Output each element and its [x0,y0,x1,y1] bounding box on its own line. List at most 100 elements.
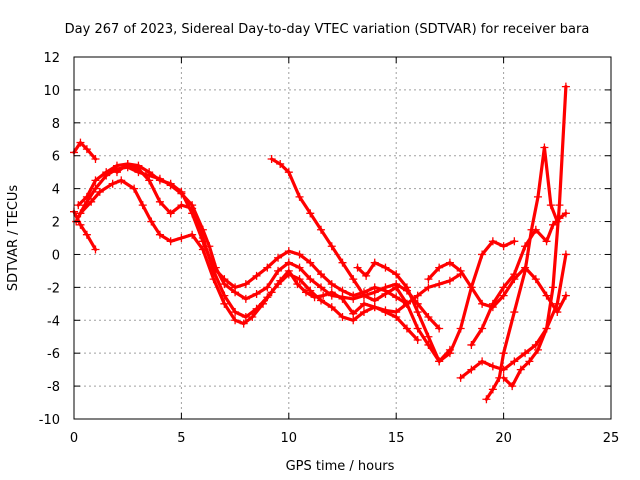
data-point [82,145,91,154]
data-point [276,276,285,285]
data-point [76,220,85,229]
data-point [510,237,519,246]
data-point [353,263,362,272]
x-tick-label: 0 [70,431,78,446]
data-point [327,288,336,297]
data-point [478,299,487,308]
data-point [338,294,347,303]
data-point [370,258,379,267]
data-point [402,283,411,292]
data-point [76,209,85,218]
data-point [338,286,347,295]
data-point [445,349,454,358]
data-point [293,280,302,289]
y-tick-label: -8 [47,380,60,395]
y-tick-label: -2 [47,281,60,296]
data-point [533,345,542,354]
series-arc-10 [456,250,570,382]
data-point [561,209,570,218]
data-point [542,291,551,300]
series-arc-12 [467,209,570,349]
data-point [338,312,347,321]
data-point [317,283,326,292]
data-point [263,283,272,292]
data-point [488,385,497,394]
data-point [478,357,487,366]
data-point [435,324,444,333]
y-tick-label: 0 [52,248,60,263]
x-tick-label: 10 [281,431,298,446]
data-point [267,288,276,297]
data-point [435,280,444,289]
data-point [516,365,525,374]
series-line [426,261,568,314]
data-point [542,324,551,333]
data-point [561,291,570,300]
data-point [467,365,476,374]
data-point [508,382,517,391]
data-point [274,266,283,275]
y-tick-label: 6 [52,150,60,165]
data-point [510,270,519,279]
data-point [317,296,326,305]
y-tick-label: 10 [43,84,60,99]
data-point [413,291,422,300]
data-point [295,275,304,284]
data-point [424,283,433,292]
data-point [392,293,401,302]
data-point [525,357,534,366]
data-point [267,155,276,164]
data-point [381,263,390,272]
data-point [478,250,487,259]
plot-frame [73,56,612,420]
data-point [424,312,433,321]
data-point [306,275,315,284]
data-point [76,138,85,147]
data-point [456,266,465,275]
data-point [276,159,285,168]
data-point [188,230,197,239]
data-point [91,155,100,164]
data-point [370,296,379,305]
series-arc-6 [112,159,411,308]
data-point [499,291,508,300]
y-axis-label: SDTVAR / TECUs [6,185,21,292]
data-point [349,291,358,300]
data-point [155,197,164,206]
data-point [413,336,422,345]
data-point [91,245,100,254]
y-tick-label: -10 [39,413,60,428]
y-tick-label: 2 [52,216,60,231]
data-point [248,312,257,321]
data-point [510,308,519,317]
data-point [370,283,379,292]
series-line [270,157,452,363]
x-tick-label: 20 [495,431,512,446]
data-point [188,209,197,218]
data-point [177,187,186,196]
series-line [72,141,98,161]
data-point [117,176,126,185]
data-point [381,308,390,317]
data-point [112,168,121,177]
data-point [123,159,132,168]
data-point [467,340,476,349]
data-point [177,201,186,210]
data-point [306,209,315,218]
data-point [561,250,570,259]
data-point [521,266,530,275]
data-point [259,299,268,308]
data-point [359,308,368,317]
y-tick-label: -4 [47,314,60,329]
data-point [220,299,229,308]
data-point [252,271,261,280]
series-arc-8 [353,237,519,366]
data-point [561,82,570,91]
x-tick-label: 5 [177,431,185,446]
data-point [306,258,315,267]
axis-ticks [73,56,612,420]
data-point [424,275,433,284]
data-point [155,176,164,185]
data-point [301,288,310,297]
data-point [510,357,519,366]
